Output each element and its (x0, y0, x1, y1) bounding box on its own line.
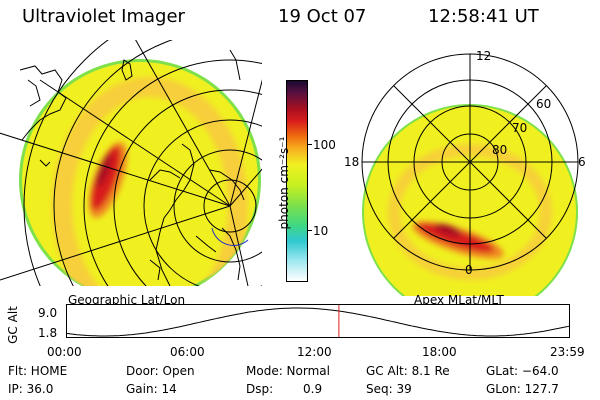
orbit-xtick-4: 23:59 (550, 345, 585, 359)
color-bar (286, 80, 308, 282)
orbit-altitude-curve (66, 307, 570, 337)
info-mode: Mode: Normal (246, 364, 330, 378)
orbit-frame (66, 304, 570, 338)
lat-label-70: 70 (512, 121, 527, 135)
info-seq: Seq: 39 (366, 382, 412, 396)
info-gain: Gain: 14 (126, 382, 177, 396)
geographic-image-panel (0, 40, 262, 286)
header-time: 12:58:41 UT (428, 6, 539, 27)
mlt-label-12: 12 (476, 49, 491, 63)
app-title: Ultraviolet Imager (22, 6, 185, 27)
colorbar-unit-label: photon cm⁻²s⁻¹ (277, 136, 291, 230)
header-date: 19 Oct 07 (278, 6, 367, 27)
info-door: Door: Open (126, 364, 195, 378)
orbit-xtick-3: 18:00 (422, 345, 457, 359)
colorbar-tick-10 (307, 230, 312, 231)
polar-grid (361, 53, 579, 271)
orbit-xtick-2: 12:00 (297, 345, 332, 359)
orbit-xtick-1: 06:00 (170, 345, 205, 359)
colorbar-label-10: 10 (313, 224, 329, 238)
polar-image-panel: 12 18 6 0 60 70 80 (344, 49, 586, 296)
colorbar-label-100: 100 (313, 138, 336, 152)
orbit-plot (66, 304, 570, 338)
colorbar-tick-100 (307, 144, 312, 145)
pole-marker (211, 227, 249, 246)
info-glon: GLon: 127.7 (486, 382, 559, 396)
polar-caption: Apex MLat/MLT (414, 293, 504, 307)
mlt-label-18: 18 (344, 155, 359, 169)
info-flt: Flt: HOME (8, 364, 68, 378)
info-dsp-value: 0.9 (303, 382, 323, 396)
info-gcalt: GC Alt: 8.1 Re (366, 364, 450, 378)
lat-label-60: 60 (536, 97, 551, 111)
info-dsp-label: Dsp: (246, 382, 274, 396)
info-ip: IP: 36.0 (8, 382, 54, 396)
geo-caption: Geographic Lat/Lon (68, 293, 186, 307)
mlt-label-6: 6 (578, 155, 586, 169)
lat-label-80: 80 (492, 143, 507, 157)
orbit-ytick-top: 9.0 (38, 306, 58, 320)
orbit-xtick-0: 00:00 (47, 345, 82, 359)
coastlines (19, 49, 245, 286)
info-glat: GLat: −64.0 (486, 364, 559, 378)
orbit-ylabel: GC Alt (5, 306, 20, 344)
orbit-ytick-bottom: 1.8 (38, 326, 58, 340)
geo-grid (0, 40, 262, 286)
mlt-label-0: 0 (465, 263, 473, 277)
